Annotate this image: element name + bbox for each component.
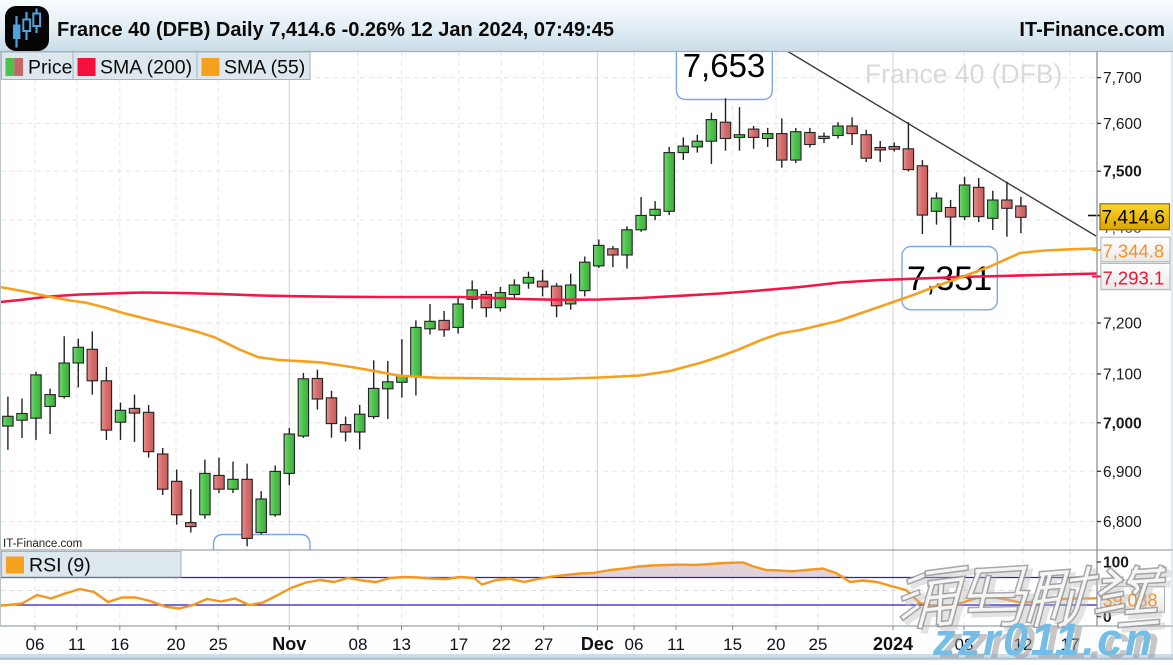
svg-text:11: 11 — [68, 635, 86, 654]
svg-text:20: 20 — [167, 635, 186, 654]
svg-text:15: 15 — [723, 635, 742, 654]
svg-text:6,900: 6,900 — [1103, 464, 1142, 481]
svg-text:16: 16 — [110, 635, 129, 654]
svg-text:0: 0 — [1103, 609, 1112, 626]
svg-text:Price: Price — [28, 57, 72, 79]
svg-text:06: 06 — [26, 635, 45, 654]
svg-text:22: 22 — [492, 635, 511, 654]
svg-text:RSI (9): RSI (9) — [29, 555, 91, 577]
svg-text:20: 20 — [767, 635, 786, 654]
svg-text:12: 12 — [1014, 635, 1033, 654]
svg-text:7,653: 7,653 — [683, 47, 766, 84]
svg-text:Dec: Dec — [581, 634, 614, 654]
svg-text:100: 100 — [1103, 555, 1129, 572]
svg-text:11: 11 — [667, 635, 685, 654]
svg-text:France 40 (DFB) Daily 7,414.6: France 40 (DFB) Daily 7,414.6 -0.26% 12 … — [57, 19, 614, 41]
svg-text:zzr011.cn: zzr011.cn — [932, 614, 1155, 660]
svg-text:25: 25 — [209, 635, 228, 654]
svg-text:25: 25 — [809, 635, 828, 654]
svg-text:17: 17 — [449, 635, 468, 654]
svg-text:SMA (55): SMA (55) — [224, 57, 305, 79]
svg-text:08: 08 — [349, 635, 368, 654]
svg-text:7,344.8: 7,344.8 — [1103, 241, 1165, 262]
svg-text:7,700: 7,700 — [1103, 70, 1142, 87]
svg-text:Nov: Nov — [272, 634, 306, 654]
svg-text:7,414.6: 7,414.6 — [1102, 208, 1165, 229]
svg-text:7,500: 7,500 — [1103, 164, 1142, 181]
svg-text:2024: 2024 — [873, 634, 913, 654]
svg-text:7,200: 7,200 — [1103, 316, 1142, 333]
svg-text:7,600: 7,600 — [1103, 116, 1142, 133]
svg-text:06: 06 — [625, 635, 644, 654]
svg-text:27: 27 — [534, 635, 553, 654]
svg-text:13: 13 — [392, 635, 411, 654]
svg-text:France 40 (DFB): France 40 (DFB) — [865, 59, 1062, 89]
svg-text:7,100: 7,100 — [1103, 366, 1142, 383]
svg-text:7,000: 7,000 — [1103, 415, 1142, 432]
svg-text:6,800: 6,800 — [1103, 514, 1142, 531]
svg-text:17: 17 — [1061, 635, 1080, 654]
svg-text:zzr011.cn: zzr011.cn — [939, 617, 1162, 660]
svg-text:SMA (200): SMA (200) — [100, 57, 192, 79]
svg-text:7,293.1: 7,293.1 — [1103, 268, 1165, 289]
svg-text:08: 08 — [955, 635, 974, 654]
svg-text:IT-Finance.com: IT-Finance.com — [1019, 19, 1165, 41]
svg-text:IT-Finance.com: IT-Finance.com — [3, 538, 82, 550]
